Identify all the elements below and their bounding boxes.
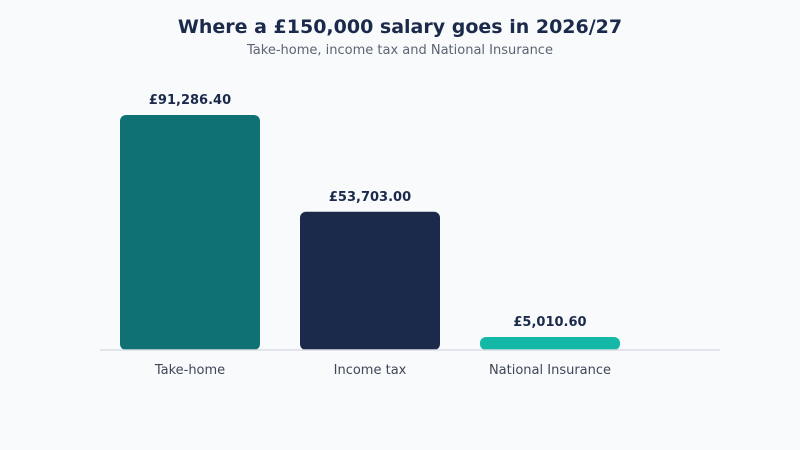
chart-subtitle: Take-home, income tax and National Insur… xyxy=(247,43,553,58)
bar-national-insurance xyxy=(480,337,620,350)
category-label: Take-home xyxy=(154,363,225,378)
bars-layer xyxy=(120,115,620,350)
bar-take-home xyxy=(120,115,260,350)
bar-income-tax xyxy=(300,211,440,350)
category-label: Income tax xyxy=(334,363,407,378)
labels-layer: £91,286.40 Take-home £53,703.00 Income tax £… xyxy=(149,93,611,378)
value-label: £53,703.00 xyxy=(329,190,411,205)
chart-title: Where a £150,000 salary goes in 2026/27 xyxy=(177,16,623,38)
category-label: National Insurance xyxy=(489,363,611,378)
value-label: £91,286.40 xyxy=(149,93,231,108)
value-label: £5,010.60 xyxy=(513,315,586,330)
